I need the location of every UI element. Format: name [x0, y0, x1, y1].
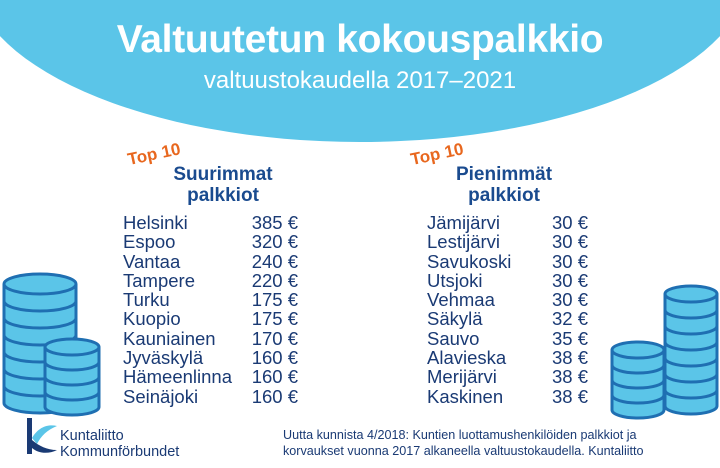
municipality-name: Tampere [123, 269, 195, 291]
coin-stack-icon [43, 337, 101, 417]
list-item: Utsjoki 30 € [427, 269, 588, 291]
fee-value: 35 € [551, 327, 588, 349]
municipality-name: Kauniainen [123, 327, 216, 349]
municipality-name: Espoo [123, 231, 176, 253]
fee-value: 38 € [551, 347, 588, 369]
fee-value: 160 € [251, 385, 298, 407]
fee-value: 170 € [251, 327, 298, 349]
list-item: Helsinki 385 € [123, 212, 298, 233]
fee-value: 30 € [551, 269, 588, 291]
page-title: Valtuutetun kokouspalkkio [116, 18, 604, 61]
fee-value: 38 € [551, 366, 588, 388]
column-title-line1: Suurimmat [173, 164, 273, 185]
list-item: Kuopio 175 € [123, 308, 298, 330]
municipality-name: Merijärvi [427, 366, 497, 388]
municipality-name: Savukoski [427, 250, 512, 272]
column-title-largest: Suurimmat palkkiot [143, 164, 303, 206]
municipality-name: Alavieska [427, 347, 507, 369]
list-item: Lestijärvi 30 € [427, 231, 588, 253]
list-item: Säkylä 32 € [427, 308, 588, 330]
municipality-name: Sauvo [427, 327, 480, 349]
source-note: Uutta kunnista 4/2018: Kuntien luottamus… [283, 427, 713, 459]
column-title-line2: palkkiot [187, 185, 259, 206]
list-item: Jyväskylä 160 € [123, 347, 298, 369]
list-item: Alavieska 38 € [427, 347, 588, 369]
list-item: Savukoski 30 € [427, 250, 588, 272]
column-title-smallest: Pienimmät palkkiot [424, 164, 584, 206]
municipality-name: Jyväskylä [123, 347, 204, 369]
fee-value: 240 € [251, 250, 298, 272]
fee-value: 175 € [251, 308, 298, 330]
coin-stack-icon [610, 340, 666, 420]
source-line2: korvaukset vuonna 2017 alkaneella valtuu… [283, 444, 644, 458]
page-subtitle: valtuustokaudella 2017–2021 [203, 67, 517, 94]
list-item: Vehmaa 30 € [427, 289, 588, 311]
fee-value: 38 € [551, 385, 588, 407]
list-item: Merijärvi 38 € [427, 366, 588, 388]
list-item: Sauvo 35 € [427, 327, 588, 349]
header-background [0, 0, 720, 142]
logo-wordmark: Kuntaliitto Kommunförbundet [60, 428, 179, 460]
kuntaliitto-logo-icon [27, 418, 57, 454]
fee-value: 175 € [251, 289, 298, 311]
list-item: Kaskinen 38 € [427, 385, 588, 407]
municipality-name: Kuopio [123, 308, 181, 330]
largest-fees-list: Helsinki 385 € Espoo 320 € Vantaa 240 € Tam… [123, 213, 298, 406]
municipality-name: Utsjoki [427, 269, 483, 291]
municipality-name: Vantaa [123, 250, 181, 272]
column-title-line2: palkkiot [468, 185, 540, 206]
list-item: Espoo 320 € [123, 231, 298, 253]
fee-value: 30 € [551, 250, 588, 272]
list-item: Tampere 220 € [123, 269, 298, 291]
municipality-name: Hämeenlinna [123, 366, 233, 388]
municipality-name: Lestijärvi [427, 231, 500, 253]
logo-line2: Kommunförbundet [60, 444, 180, 460]
fee-value: 320 € [251, 231, 298, 253]
fee-value: 30 € [551, 212, 588, 233]
fee-value: 30 € [551, 289, 588, 311]
fee-value: 160 € [251, 347, 298, 369]
list-item: Turku 175 € [123, 289, 298, 311]
fee-value: 160 € [251, 366, 298, 388]
list-item: Kauniainen 170 € [123, 327, 298, 349]
municipality-name: Seinäjoki [123, 385, 199, 407]
municipality-name: Säkylä [427, 308, 483, 330]
list-item: Jämijärvi 30 € [427, 212, 588, 233]
fee-value: 385 € [251, 212, 298, 233]
list-item: Seinäjoki 160 € [123, 385, 298, 407]
fee-value: 30 € [551, 231, 588, 253]
fee-value: 220 € [251, 269, 298, 291]
list-item: Hämeenlinna 160 € [123, 366, 298, 388]
smallest-fees-list: Jämijärvi 30 € Lestijärvi 30 € Savukoski 30… [427, 213, 588, 406]
column-title-line1: Pienimmät [455, 164, 553, 185]
source-line1: Uutta kunnista 4/2018: Kuntien luottamus… [283, 428, 637, 442]
logo-line1: Kuntaliitto [60, 428, 124, 444]
municipality-name: Jämijärvi [427, 212, 500, 233]
municipality-name: Kaskinen [427, 385, 504, 407]
list-item: Vantaa 240 € [123, 250, 298, 272]
fee-value: 32 € [551, 308, 588, 330]
municipality-name: Turku [123, 289, 170, 311]
coin-stack-icon [663, 284, 719, 416]
municipality-name: Helsinki [123, 212, 188, 233]
municipality-name: Vehmaa [427, 289, 495, 311]
